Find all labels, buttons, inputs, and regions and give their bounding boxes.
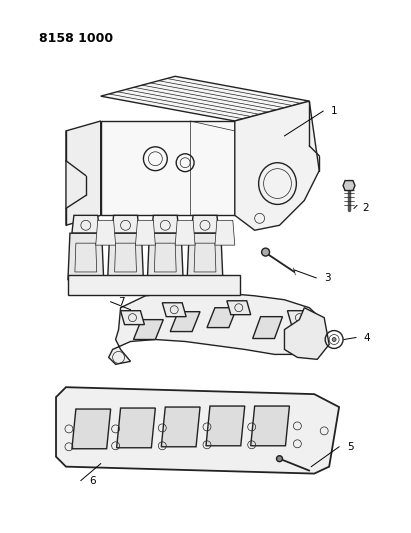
Polygon shape [162,303,186,317]
Polygon shape [101,121,235,215]
Polygon shape [207,308,237,328]
Polygon shape [117,408,155,448]
Polygon shape [112,215,139,233]
Polygon shape [215,220,235,245]
Polygon shape [56,387,339,474]
Polygon shape [136,220,155,245]
Polygon shape [287,311,311,325]
Polygon shape [101,76,309,121]
Circle shape [277,456,282,462]
Polygon shape [72,409,111,449]
Polygon shape [96,220,115,245]
Polygon shape [161,407,200,447]
Polygon shape [253,317,282,338]
Polygon shape [251,406,289,446]
Circle shape [262,248,270,256]
Polygon shape [68,275,240,295]
Polygon shape [175,220,195,245]
Text: 6: 6 [89,475,95,486]
Polygon shape [227,301,251,314]
Polygon shape [134,320,163,340]
Text: 2: 2 [362,204,369,213]
Polygon shape [68,233,104,280]
Text: 7: 7 [119,297,125,307]
Polygon shape [343,181,355,190]
Polygon shape [72,215,100,233]
Polygon shape [206,406,245,446]
Text: 1: 1 [331,106,338,116]
Text: 5: 5 [347,442,353,452]
Text: 4: 4 [364,333,371,343]
Polygon shape [120,311,144,325]
Text: 8158 1000: 8158 1000 [39,31,113,45]
Polygon shape [235,101,319,230]
Text: 3: 3 [324,273,331,283]
Polygon shape [108,233,143,280]
Circle shape [332,337,336,342]
Polygon shape [66,121,101,225]
Polygon shape [284,308,329,359]
Polygon shape [151,215,179,233]
Polygon shape [109,292,324,365]
Polygon shape [170,312,200,332]
Polygon shape [148,233,183,280]
Polygon shape [187,233,223,280]
Polygon shape [191,215,219,233]
